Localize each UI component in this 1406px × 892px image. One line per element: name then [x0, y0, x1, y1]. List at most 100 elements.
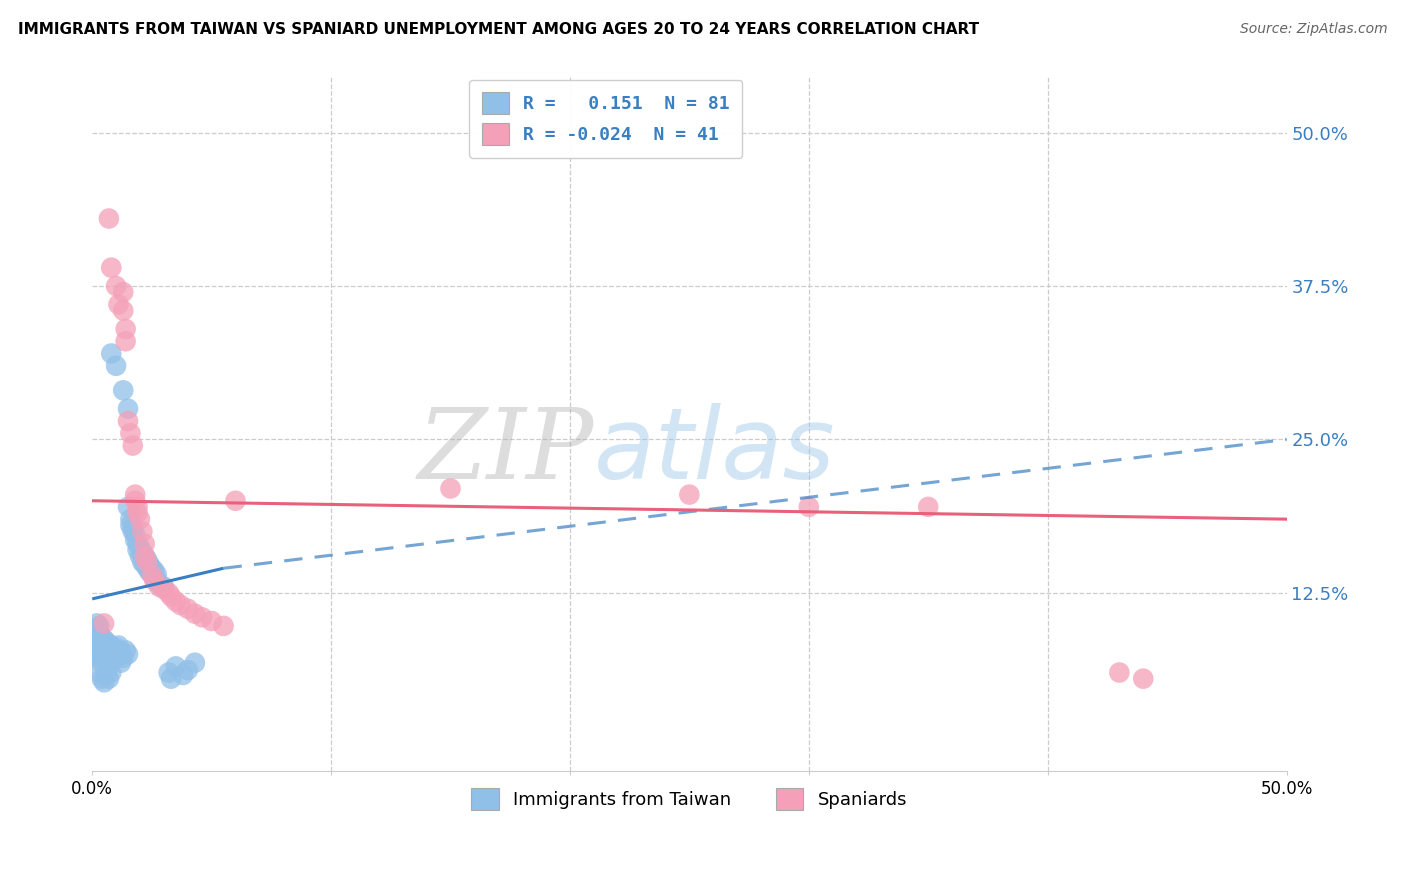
Point — [141, 567, 163, 582]
Point — [127, 506, 149, 520]
Point — [153, 582, 176, 596]
Point — [117, 647, 139, 661]
Text: IMMIGRANTS FROM TAIWAN VS SPANIARD UNEMPLOYMENT AMONG AGES 20 TO 24 YEARS CORREL: IMMIGRANTS FROM TAIWAN VS SPANIARD UNEMP… — [18, 22, 980, 37]
Point — [124, 493, 146, 508]
Point — [89, 635, 111, 649]
Point — [136, 552, 159, 566]
Point — [100, 346, 122, 360]
Point — [89, 619, 111, 633]
Point — [121, 521, 143, 535]
Point — [141, 567, 163, 582]
Text: atlas: atlas — [593, 403, 835, 500]
Point — [96, 643, 118, 657]
Point — [105, 640, 128, 655]
Point — [89, 625, 111, 640]
Point — [131, 555, 153, 569]
Point — [143, 564, 166, 578]
Point — [131, 545, 153, 559]
Point — [107, 647, 129, 661]
Point — [134, 549, 156, 563]
Point — [105, 359, 128, 373]
Point — [83, 629, 105, 643]
Point — [131, 524, 153, 539]
Point — [83, 640, 105, 655]
Point — [96, 635, 118, 649]
Point — [136, 561, 159, 575]
Point — [90, 631, 112, 645]
Point — [93, 675, 115, 690]
Point — [93, 640, 115, 655]
Point — [93, 616, 115, 631]
Point — [184, 607, 207, 621]
Point — [1132, 672, 1154, 686]
Point — [145, 574, 167, 588]
Point — [134, 558, 156, 572]
Point — [103, 643, 125, 657]
Point — [100, 647, 122, 661]
Point — [114, 322, 136, 336]
Point — [184, 656, 207, 670]
Point — [90, 656, 112, 670]
Point — [160, 672, 183, 686]
Point — [129, 512, 152, 526]
Point — [117, 414, 139, 428]
Point — [90, 639, 112, 653]
Point — [121, 524, 143, 539]
Point — [112, 303, 135, 318]
Point — [89, 650, 111, 665]
Point — [90, 672, 112, 686]
Point — [148, 577, 170, 591]
Point — [112, 285, 135, 300]
Point — [678, 488, 700, 502]
Point — [90, 647, 112, 661]
Point — [165, 659, 187, 673]
Point — [129, 549, 152, 563]
Point — [124, 533, 146, 547]
Point — [96, 653, 118, 667]
Text: Source: ZipAtlas.com: Source: ZipAtlas.com — [1240, 22, 1388, 37]
Point — [129, 541, 152, 555]
Point — [127, 537, 149, 551]
Point — [157, 665, 180, 680]
Point — [134, 537, 156, 551]
Point — [439, 482, 461, 496]
Point — [134, 549, 156, 563]
Point — [97, 211, 120, 226]
Point — [145, 567, 167, 582]
Point — [89, 665, 111, 680]
Point — [86, 639, 108, 653]
Point — [124, 488, 146, 502]
Point — [96, 668, 118, 682]
Point — [157, 586, 180, 600]
Point — [100, 665, 122, 680]
Point — [148, 580, 170, 594]
Point — [100, 639, 122, 653]
Point — [120, 426, 142, 441]
Point — [797, 500, 820, 514]
Point — [100, 260, 122, 275]
Point — [114, 334, 136, 349]
Point — [110, 646, 132, 660]
Point — [97, 649, 120, 664]
Point — [127, 542, 149, 557]
Point — [107, 639, 129, 653]
Point — [86, 626, 108, 640]
Point — [160, 590, 183, 604]
Point — [89, 643, 111, 657]
Point — [86, 647, 108, 661]
Point — [124, 527, 146, 541]
Point — [177, 601, 200, 615]
Legend: Immigrants from Taiwan, Spaniards: Immigrants from Taiwan, Spaniards — [457, 773, 922, 824]
Point — [917, 500, 939, 514]
Text: ZIP: ZIP — [418, 404, 593, 500]
Point — [121, 438, 143, 452]
Point — [86, 616, 108, 631]
Point — [143, 574, 166, 588]
Point — [93, 632, 115, 647]
Point — [165, 594, 187, 608]
Point — [117, 500, 139, 514]
Point — [83, 635, 105, 649]
Point — [120, 518, 142, 533]
Point — [153, 580, 176, 594]
Point — [138, 565, 160, 579]
